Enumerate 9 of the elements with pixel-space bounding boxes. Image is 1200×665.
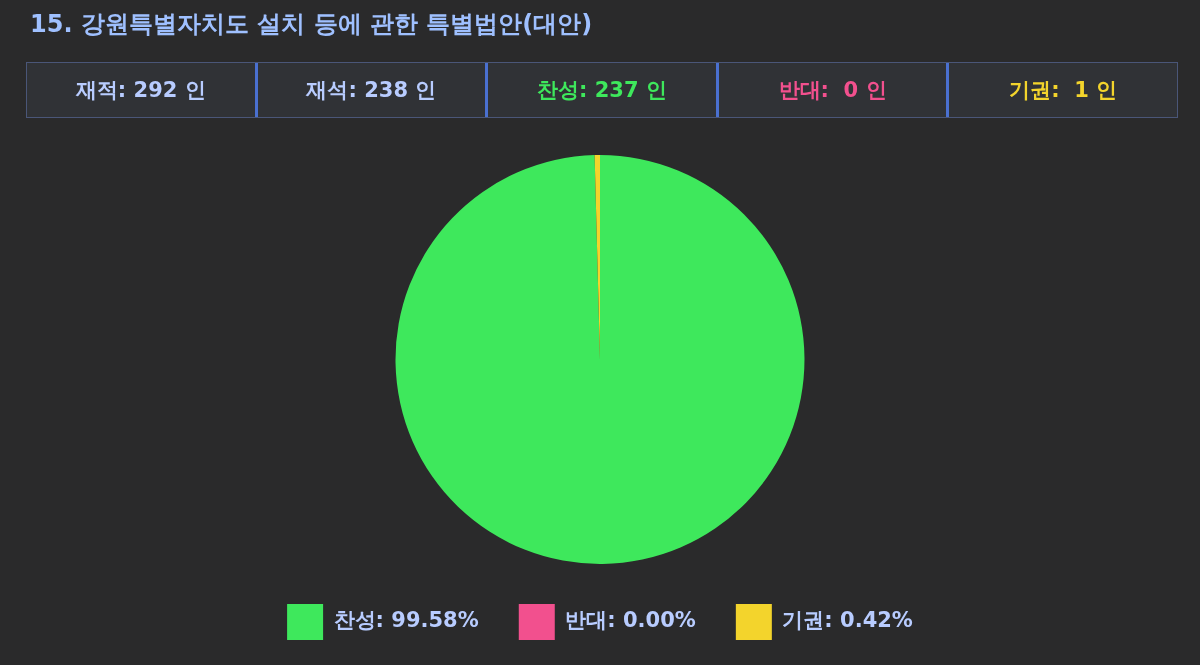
legend-label: 반대: 0.00%	[565, 608, 696, 633]
chart-title: 15. 강원특별자치도 설치 등에 관한 특별법안(대안)	[30, 9, 593, 40]
text: 반대: 0 인	[715, 63, 947, 117]
legend-label: 기권: 0.42%	[782, 608, 913, 633]
legend-label: 찬성: 99.58%	[333, 608, 479, 633]
text: 기권: 1 인	[946, 63, 1177, 117]
text: 재석: 238 인	[254, 63, 486, 117]
text: 찬성: 237 인	[485, 63, 716, 117]
text: 재적: 292 인	[74, 77, 207, 104]
